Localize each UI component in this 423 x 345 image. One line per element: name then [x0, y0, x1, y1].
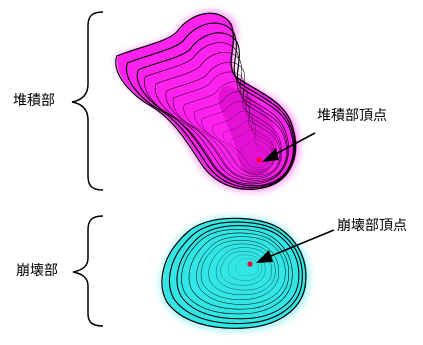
- deposition-zone-label: 堆積部: [13, 93, 55, 109]
- contour-line: [188, 232, 290, 310]
- deposition-brace: [71, 11, 104, 191]
- contour-line: [125, 22, 295, 189]
- contour-line: [168, 221, 303, 325]
- deposition-contour-lines: [115, 12, 297, 190]
- deposition-apex-callout: [262, 132, 316, 162]
- collapse-apex-label: 崩壊部頂点: [337, 218, 407, 234]
- contour-line: [172, 71, 283, 179]
- deposition-apex-label: 堆積部頂点: [317, 108, 387, 124]
- contour-line: [196, 236, 286, 305]
- collapse-zone-map: [158, 215, 311, 333]
- contour-line: [230, 130, 269, 168]
- contour-line: [136, 32, 294, 187]
- contour-line: [161, 217, 307, 329]
- contour-line: [201, 101, 276, 174]
- contour-line: [115, 12, 297, 190]
- collapse-apex-point: [247, 261, 253, 267]
- collapse-fill: [162, 218, 307, 329]
- deposition-zone-map: [114, 9, 301, 193]
- contour-line: [176, 225, 300, 320]
- contour-line: [200, 240, 279, 300]
- contour-line: [181, 229, 293, 315]
- deposition-apex-point: [256, 157, 262, 163]
- contour-line: [208, 243, 276, 296]
- contour-line: [183, 81, 281, 177]
- contour-line: [235, 258, 259, 276]
- collapse-brace: [72, 215, 104, 327]
- contour-line: [228, 254, 262, 281]
- collapse-contour-lines: [161, 217, 307, 329]
- contour-line: [165, 61, 287, 181]
- deposition-core: [218, 86, 277, 177]
- collapse-zone-label: 崩壊部: [16, 263, 58, 279]
- contour-line: [240, 140, 268, 167]
- collapse-apex-callout: [256, 229, 335, 263]
- contour-line: [215, 247, 272, 291]
- contour-line: [154, 52, 288, 183]
- contour-line: [220, 251, 266, 286]
- contour-line: [212, 110, 275, 172]
- contour-line: [194, 91, 280, 176]
- contour-line: [144, 42, 289, 185]
